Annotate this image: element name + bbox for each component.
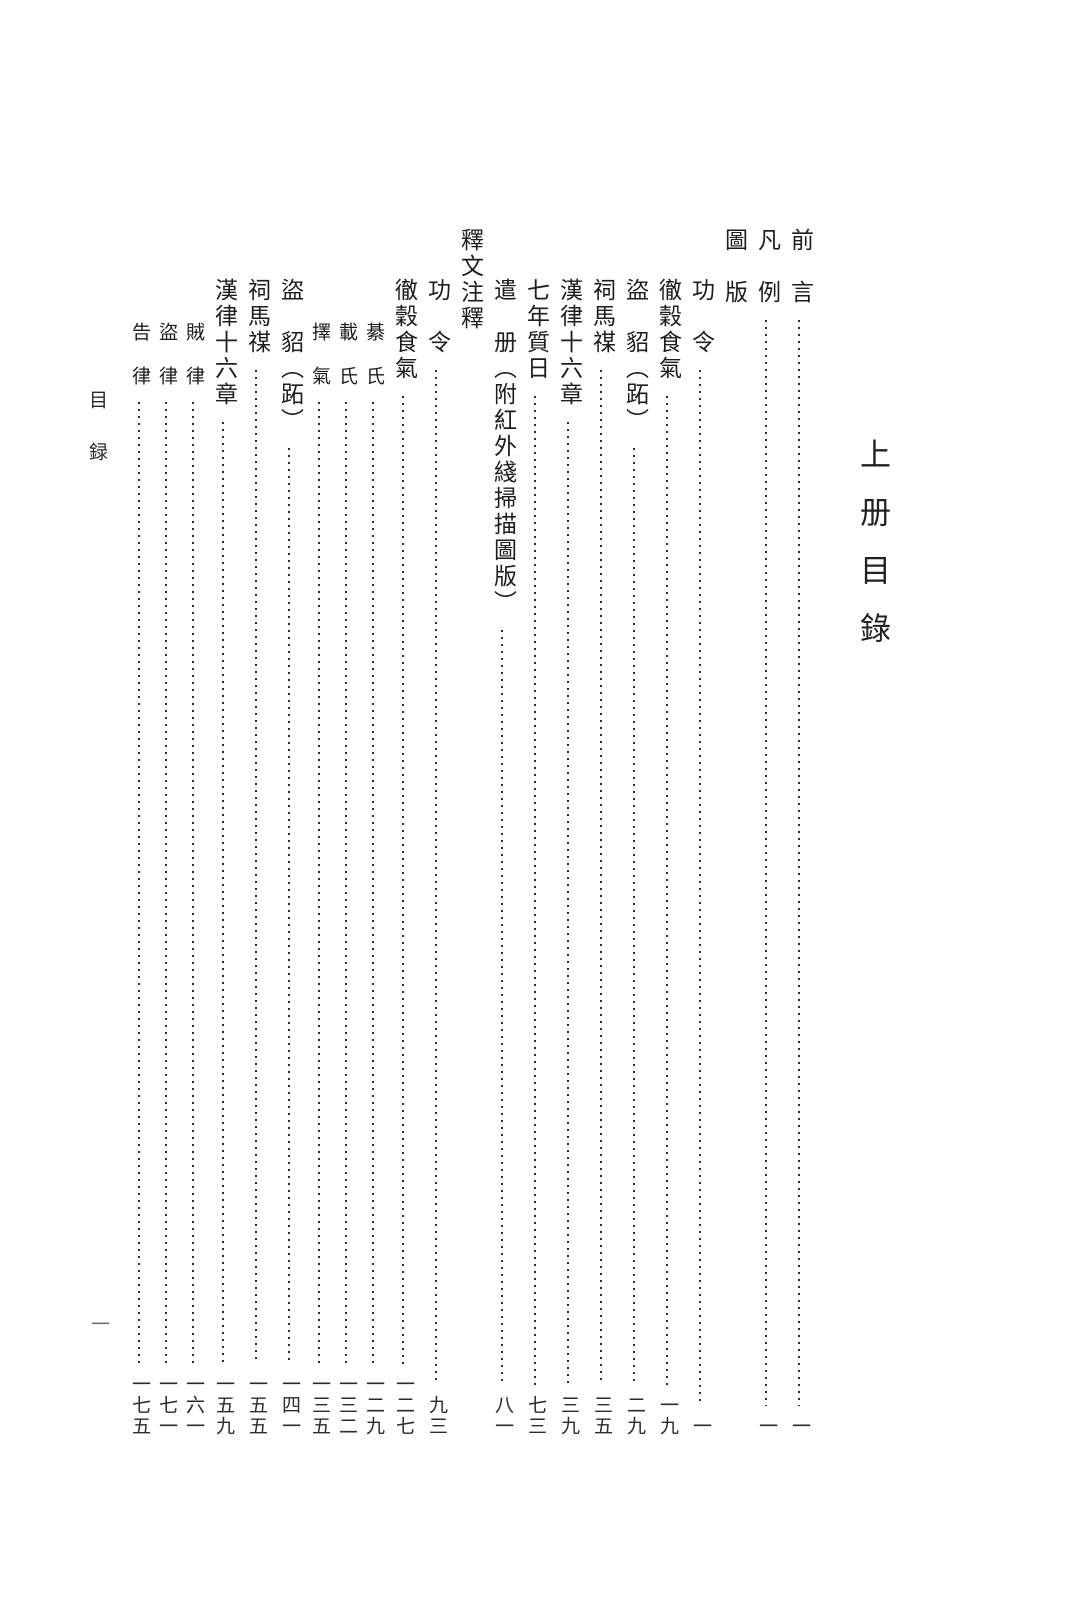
toc-entry-title: 賊 律 [183, 322, 204, 388]
toc-entry-title: 載 氏 [336, 322, 357, 388]
dotted-leader [306, 402, 333, 1364]
toc-entry-page-number: 一六一 [183, 1374, 204, 1437]
toc-entry-page-number: 一二九 [363, 1374, 384, 1437]
dotted-leader [333, 402, 360, 1364]
margin-page-label: 目録 [86, 390, 107, 494]
toc-entry-page-number: 一 [789, 1416, 810, 1437]
toc-entry: 功 令 一 [684, 228, 717, 1437]
toc-entry: 徹穀食氣 一二七 [387, 228, 420, 1437]
toc-entry-page-number: 一三二 [336, 1374, 357, 1437]
dotted-leader [750, 320, 783, 1406]
dotted-leader [684, 370, 717, 1406]
toc-entry-title: 盜 貂（跖） [277, 278, 303, 434]
toc-entry-title: 盜 貂（跖） [622, 278, 648, 434]
toc-entry: 祠馬禖 三五 [585, 228, 618, 1437]
toc-entry-title: 凡 例 [754, 228, 780, 306]
toc-entry: 徹穀食氣 一九 [651, 228, 684, 1437]
dotted-leader [387, 396, 420, 1364]
toc-entry-title: 祠馬禖 [244, 278, 270, 356]
toc-entry-title: 告 律 [129, 322, 150, 388]
toc-entry-title: 功 令 [688, 278, 714, 356]
toc-entry: 綦 氏 一二九 [360, 228, 387, 1437]
toc-entry-page-number: 一七一 [156, 1374, 177, 1437]
toc-entry: 盜 貂（跖） 一四一 [273, 228, 306, 1437]
dotted-leader [585, 370, 618, 1385]
toc-entry: 賊 律 一六一 [180, 228, 207, 1437]
toc-entry-page-number: 一九 [657, 1395, 678, 1437]
toc-entry: 告 律 一七五 [126, 228, 153, 1437]
dotted-leader [783, 320, 816, 1406]
toc-entry-page-number: 一五五 [246, 1374, 267, 1437]
toc-entry: 功 令 九三 [420, 228, 453, 1437]
dotted-leader [651, 396, 684, 1385]
toc-entry-title: 徹穀食氣 [391, 278, 417, 382]
toc-entry-title: 徹穀食氣 [655, 278, 681, 382]
toc-entry-page-number: 一 [756, 1416, 777, 1437]
toc-entry-page-number: 一二七 [393, 1374, 414, 1437]
toc-entry-title: 擇 氣 [309, 322, 330, 388]
toc-entry-page-number: 八一 [492, 1395, 513, 1437]
toc-entry: 七年質日 七三 [519, 228, 552, 1437]
toc-list: 前 言 一 凡 例 一 圖 版 功 令 一 徹穀食氣 一九 盜 貂（跖） 二九 … [126, 228, 816, 1437]
toc-entry-page-number: 一五九 [213, 1374, 234, 1437]
toc-section-header: 釋文注釋 [453, 228, 486, 1437]
dotted-leader [618, 448, 651, 1385]
volume-title: 上册目錄 [855, 438, 890, 670]
dotted-leader [273, 448, 306, 1364]
toc-entry-page-number: 九三 [426, 1395, 447, 1437]
toc-entry-title: 前 言 [787, 228, 813, 306]
toc-entry-title: 漢律十六章 [211, 278, 237, 408]
toc-entry: 盜 貂（跖） 二九 [618, 228, 651, 1437]
toc-entry-page-number: 三九 [558, 1395, 579, 1437]
toc-entry: 祠馬禖 一五五 [240, 228, 273, 1437]
dotted-leader [126, 402, 153, 1364]
dotted-leader [207, 422, 240, 1364]
toc-entry-title: 祠馬禖 [589, 278, 615, 356]
toc-entry-title: 圖 版 [721, 228, 747, 306]
toc-entry: 凡 例 一 [750, 228, 783, 1437]
dotted-leader [180, 402, 207, 1364]
dotted-leader [420, 370, 453, 1385]
toc-entry-page-number: 一四一 [279, 1374, 300, 1437]
dotted-leader [240, 370, 273, 1364]
dotted-leader [360, 402, 387, 1364]
toc-entry-page-number: 一三五 [309, 1374, 330, 1437]
toc-entry-title: 釋文注釋 [457, 228, 483, 332]
folio-number: 一 [88, 1314, 109, 1333]
toc-entry-page-number: 一七五 [129, 1374, 150, 1437]
toc-entry-page-number: 一 [690, 1416, 711, 1437]
dotted-leader [519, 396, 552, 1385]
toc-entry-page-number: 三五 [591, 1395, 612, 1437]
dotted-leader [552, 422, 585, 1385]
toc-entry: 漢律十六章 三九 [552, 228, 585, 1437]
toc-entry-title: 漢律十六章 [556, 278, 582, 408]
dotted-leader [153, 402, 180, 1364]
toc-entry-title: 七年質日 [523, 278, 549, 382]
toc-entry: 漢律十六章 一五九 [207, 228, 240, 1437]
toc-entry: 載 氏 一三二 [333, 228, 360, 1437]
toc-entry: 擇 氣 一三五 [306, 228, 333, 1437]
toc-entry-page-number: 七三 [525, 1395, 546, 1437]
toc-entry: 遣 册（附紅外綫掃描圖版） 八一 [486, 228, 519, 1437]
toc-entry-title: 盜 律 [156, 322, 177, 388]
toc-entry: 盜 律 一七一 [153, 228, 180, 1437]
toc-entry: 前 言 一 [783, 228, 816, 1437]
toc-entry-page-number: 二九 [624, 1395, 645, 1437]
toc-entry-title: 遣 册（附紅外綫掃描圖版） [490, 278, 516, 616]
toc-entry-title: 綦 氏 [363, 322, 384, 388]
toc-entry-title: 功 令 [424, 278, 450, 356]
dotted-leader [486, 630, 519, 1385]
toc-section-header: 圖 版 [717, 228, 750, 1437]
